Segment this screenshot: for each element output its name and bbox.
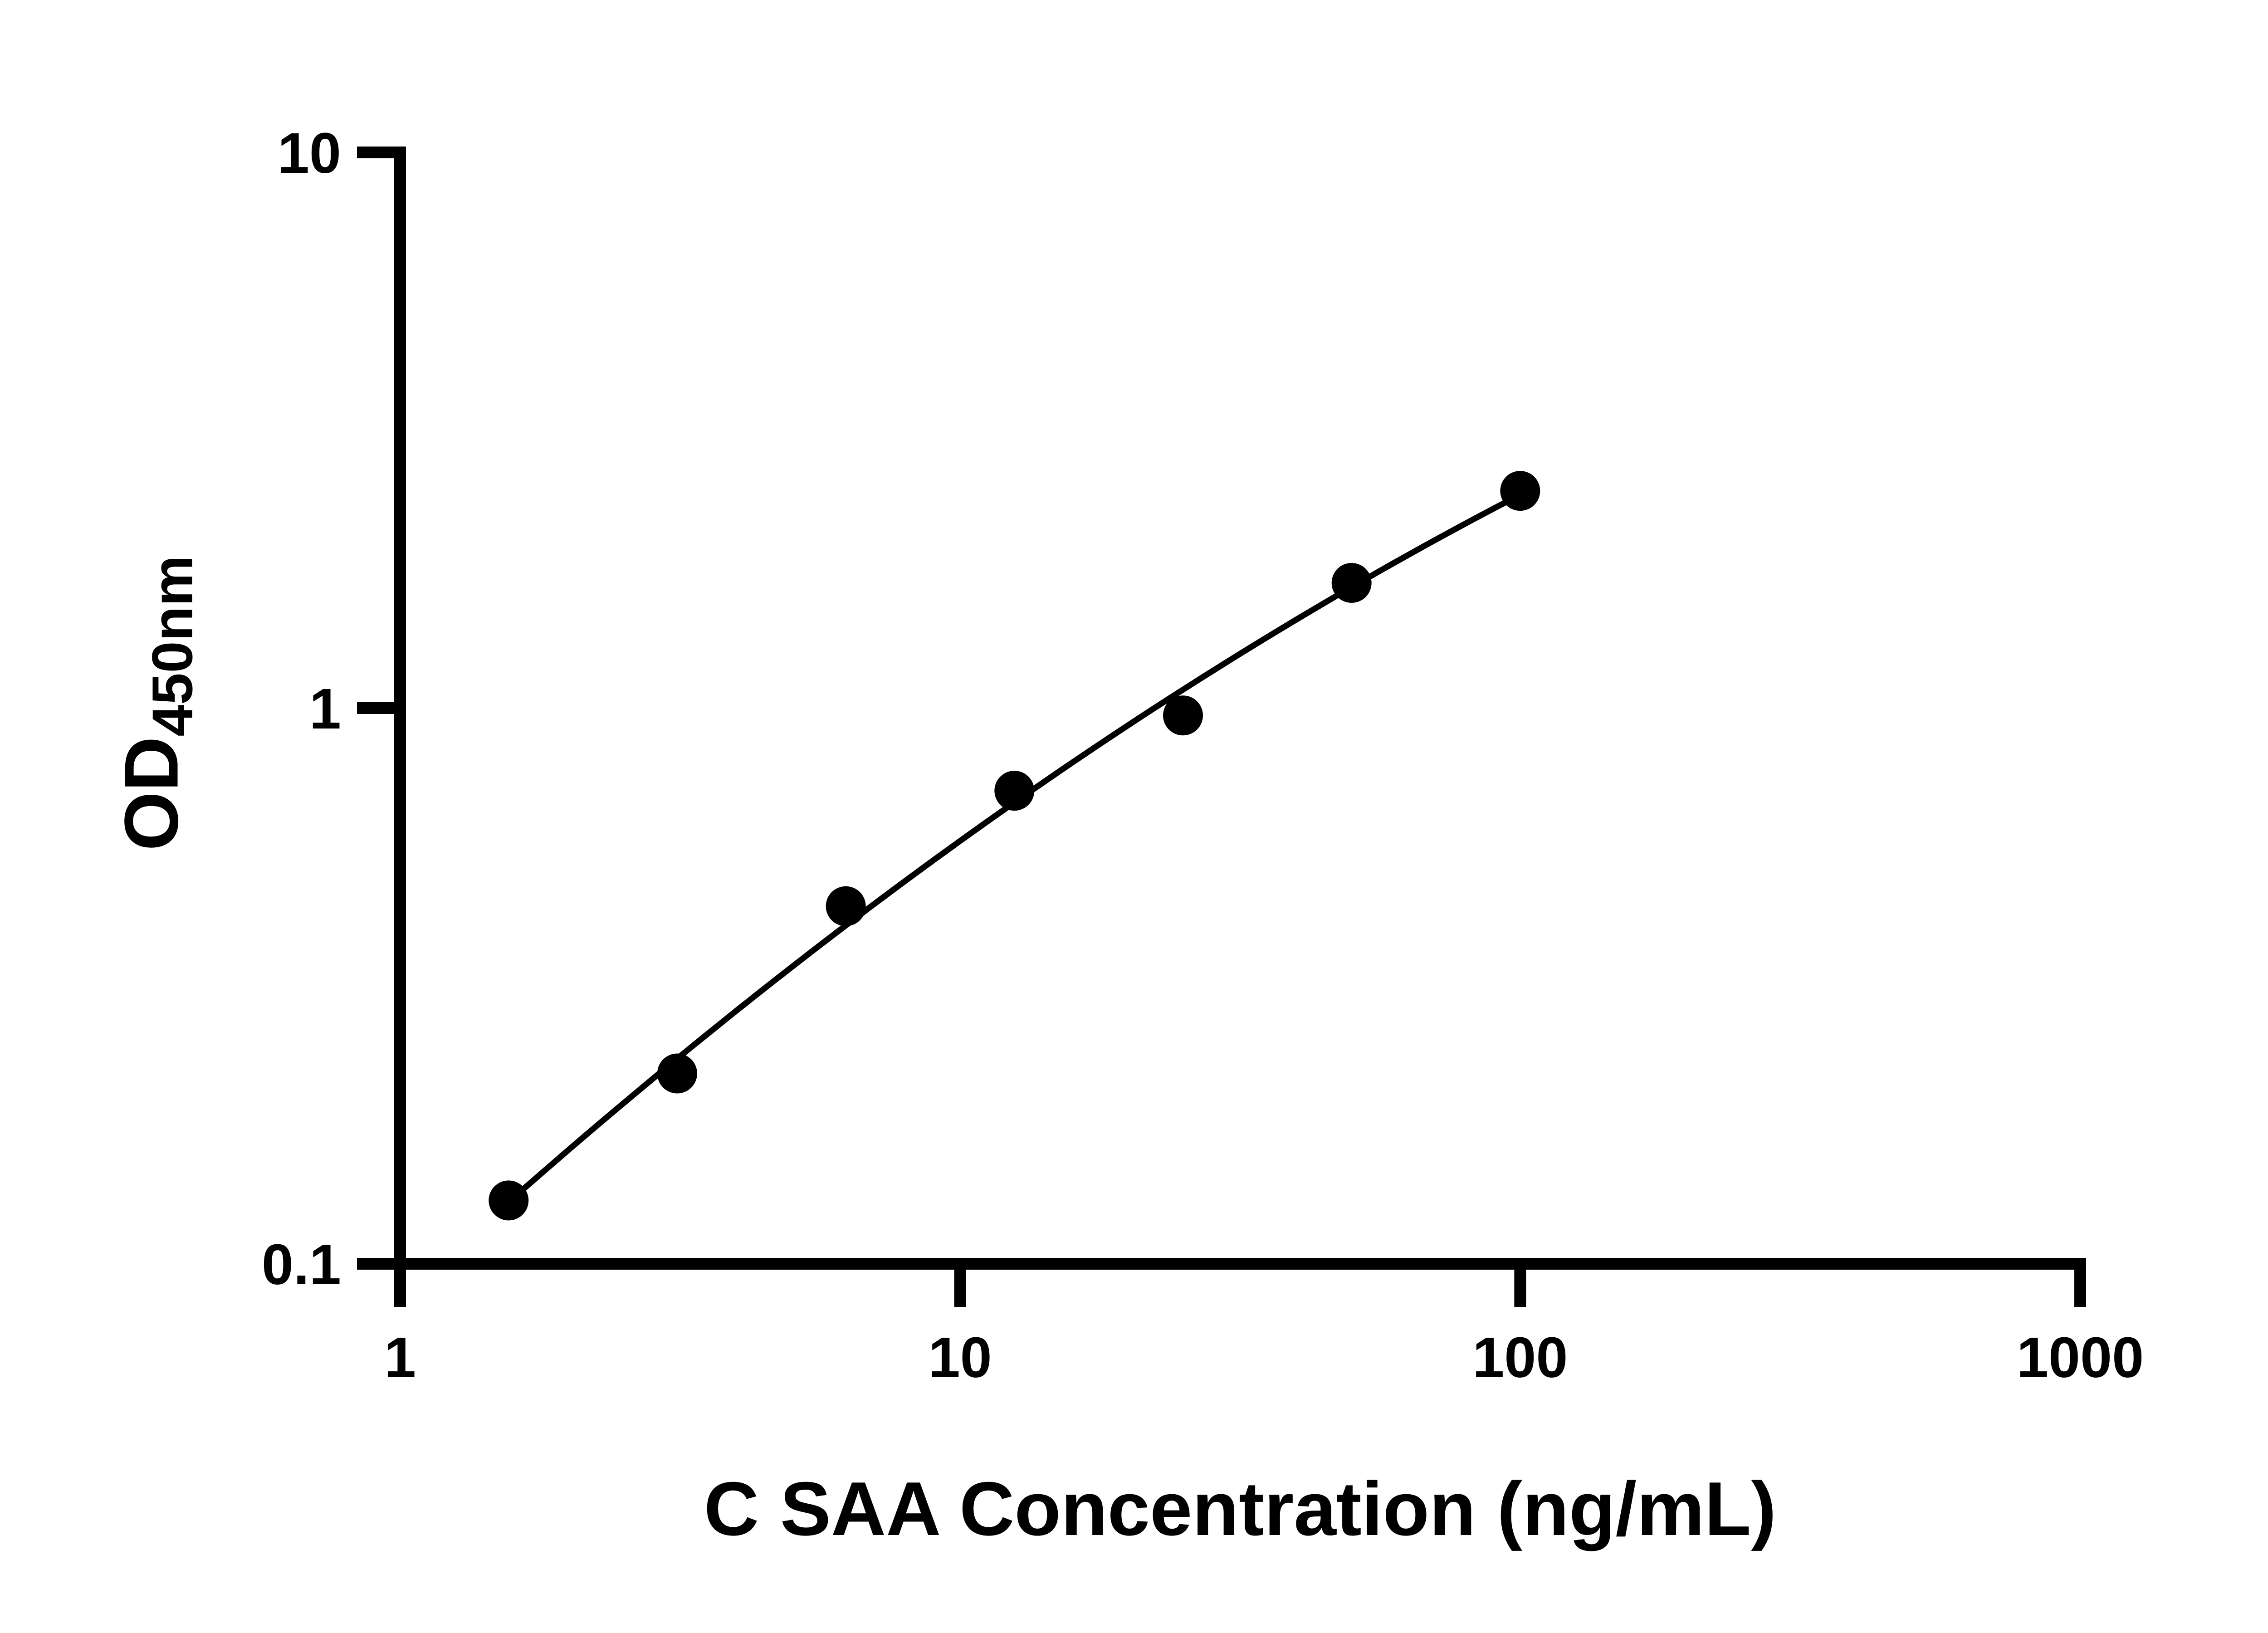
data-point [489, 1180, 529, 1221]
y-axis-title: OD450nm [108, 555, 205, 851]
x-tick-label: 1000 [2017, 1325, 2144, 1389]
data-point [994, 771, 1035, 811]
x-tick-label: 100 [1472, 1325, 1568, 1389]
data-point [826, 886, 866, 926]
data-point [1163, 695, 1203, 736]
data-point [1331, 562, 1372, 603]
x-axis-title: C SAA Concentration (ng/mL) [704, 1466, 1777, 1551]
x-tick-label: 10 [929, 1325, 992, 1389]
data-point [657, 1053, 697, 1094]
y-axis-title-main: OD [108, 736, 194, 851]
y-tick-label: 1 [309, 677, 341, 741]
y-tick-label: 10 [278, 121, 341, 185]
y-axis-title-subscript: 450nm [140, 555, 205, 737]
x-tick-label: 1 [384, 1325, 416, 1389]
standard-curve-line [495, 490, 1526, 1214]
y-tick-label: 0.1 [262, 1232, 341, 1296]
data-point [1500, 471, 1540, 511]
